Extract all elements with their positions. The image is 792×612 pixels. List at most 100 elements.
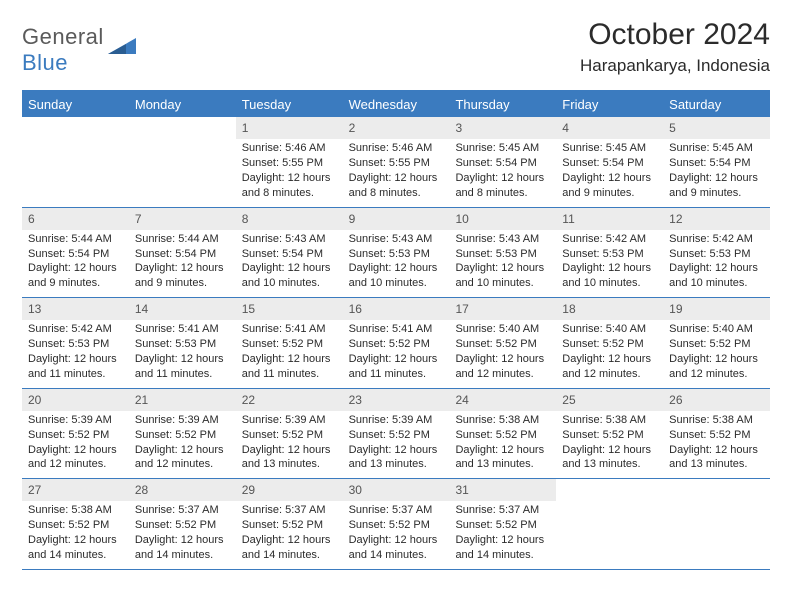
day-cell: 1Sunrise: 5:46 AMSunset: 5:55 PMDaylight… [236,117,343,207]
logo: General Blue [22,18,136,76]
daylight-line: Daylight: 12 hours and 14 minutes. [135,533,230,563]
day-body: Sunrise: 5:45 AMSunset: 5:54 PMDaylight:… [449,141,556,200]
sunrise-line: Sunrise: 5:38 AM [562,413,657,428]
sunrise-line: Sunrise: 5:40 AM [562,322,657,337]
day-number: 13 [22,298,129,320]
sunrise-line: Sunrise: 5:40 AM [669,322,764,337]
day-cell: 13Sunrise: 5:42 AMSunset: 5:53 PMDayligh… [22,298,129,388]
day-body: Sunrise: 5:39 AMSunset: 5:52 PMDaylight:… [22,413,129,472]
daylight-line: Daylight: 12 hours and 9 minutes. [28,261,123,291]
day-cell: 23Sunrise: 5:39 AMSunset: 5:52 PMDayligh… [343,389,450,479]
sunrise-line: Sunrise: 5:41 AM [135,322,230,337]
daylight-line: Daylight: 12 hours and 8 minutes. [242,171,337,201]
sunset-line: Sunset: 5:52 PM [349,428,444,443]
sunrise-line: Sunrise: 5:40 AM [455,322,550,337]
day-number: 8 [236,208,343,230]
sunset-line: Sunset: 5:52 PM [135,428,230,443]
day-cell: . [22,117,129,207]
daylight-line: Daylight: 12 hours and 11 minutes. [135,352,230,382]
day-cell: 6Sunrise: 5:44 AMSunset: 5:54 PMDaylight… [22,208,129,298]
day-number: 2 [343,117,450,139]
week-row: ..1Sunrise: 5:46 AMSunset: 5:55 PMDaylig… [22,117,770,208]
daylight-line: Daylight: 12 hours and 12 minutes. [135,443,230,473]
day-body: Sunrise: 5:37 AMSunset: 5:52 PMDaylight:… [449,503,556,562]
day-body: Sunrise: 5:41 AMSunset: 5:53 PMDaylight:… [129,322,236,381]
day-body: Sunrise: 5:44 AMSunset: 5:54 PMDaylight:… [22,232,129,291]
header: General Blue October 2024 Harapankarya, … [22,18,770,76]
day-body: Sunrise: 5:45 AMSunset: 5:54 PMDaylight:… [556,141,663,200]
day-cell: 9Sunrise: 5:43 AMSunset: 5:53 PMDaylight… [343,208,450,298]
sunrise-line: Sunrise: 5:46 AM [349,141,444,156]
day-body: Sunrise: 5:37 AMSunset: 5:52 PMDaylight:… [129,503,236,562]
daylight-line: Daylight: 12 hours and 8 minutes. [349,171,444,201]
daylight-line: Daylight: 12 hours and 13 minutes. [349,443,444,473]
weekday-header: Sunday [22,92,129,117]
weekday-header: Tuesday [236,92,343,117]
sunset-line: Sunset: 5:52 PM [562,337,657,352]
day-number: 24 [449,389,556,411]
sunrise-line: Sunrise: 5:37 AM [349,503,444,518]
day-number: 6 [22,208,129,230]
weekday-row: SundayMondayTuesdayWednesdayThursdayFrid… [22,92,770,117]
day-body: Sunrise: 5:42 AMSunset: 5:53 PMDaylight:… [22,322,129,381]
sunset-line: Sunset: 5:52 PM [242,428,337,443]
day-body: Sunrise: 5:39 AMSunset: 5:52 PMDaylight:… [129,413,236,472]
title-block: October 2024 Harapankarya, Indonesia [580,18,770,76]
day-body: Sunrise: 5:39 AMSunset: 5:52 PMDaylight:… [236,413,343,472]
day-body: Sunrise: 5:46 AMSunset: 5:55 PMDaylight:… [236,141,343,200]
sunset-line: Sunset: 5:54 PM [669,156,764,171]
daylight-line: Daylight: 12 hours and 13 minutes. [242,443,337,473]
sunrise-line: Sunrise: 5:39 AM [349,413,444,428]
sunrise-line: Sunrise: 5:45 AM [669,141,764,156]
day-number: 3 [449,117,556,139]
daylight-line: Daylight: 12 hours and 8 minutes. [455,171,550,201]
sunrise-line: Sunrise: 5:46 AM [242,141,337,156]
sunrise-line: Sunrise: 5:41 AM [349,322,444,337]
sunrise-line: Sunrise: 5:37 AM [242,503,337,518]
sunrise-line: Sunrise: 5:39 AM [28,413,123,428]
sunset-line: Sunset: 5:52 PM [669,428,764,443]
day-body: Sunrise: 5:43 AMSunset: 5:54 PMDaylight:… [236,232,343,291]
sunset-line: Sunset: 5:52 PM [455,337,550,352]
sunrise-line: Sunrise: 5:39 AM [242,413,337,428]
day-cell: 29Sunrise: 5:37 AMSunset: 5:52 PMDayligh… [236,479,343,569]
day-body: Sunrise: 5:44 AMSunset: 5:54 PMDaylight:… [129,232,236,291]
day-cell: 28Sunrise: 5:37 AMSunset: 5:52 PMDayligh… [129,479,236,569]
sunset-line: Sunset: 5:52 PM [242,518,337,533]
sunset-line: Sunset: 5:52 PM [669,337,764,352]
day-cell: 15Sunrise: 5:41 AMSunset: 5:52 PMDayligh… [236,298,343,388]
day-number: 29 [236,479,343,501]
sunset-line: Sunset: 5:55 PM [242,156,337,171]
day-cell: 18Sunrise: 5:40 AMSunset: 5:52 PMDayligh… [556,298,663,388]
day-body: Sunrise: 5:42 AMSunset: 5:53 PMDaylight:… [663,232,770,291]
logo-triangle-icon [108,36,136,61]
logo-part1: General [22,24,104,49]
daylight-line: Daylight: 12 hours and 11 minutes. [28,352,123,382]
daylight-line: Daylight: 12 hours and 13 minutes. [455,443,550,473]
day-cell: 21Sunrise: 5:39 AMSunset: 5:52 PMDayligh… [129,389,236,479]
sunrise-line: Sunrise: 5:45 AM [562,141,657,156]
daylight-line: Daylight: 12 hours and 10 minutes. [242,261,337,291]
daylight-line: Daylight: 12 hours and 11 minutes. [242,352,337,382]
day-cell: . [129,117,236,207]
sunrise-line: Sunrise: 5:43 AM [349,232,444,247]
sunrise-line: Sunrise: 5:45 AM [455,141,550,156]
day-cell: 8Sunrise: 5:43 AMSunset: 5:54 PMDaylight… [236,208,343,298]
daylight-line: Daylight: 12 hours and 9 minutes. [669,171,764,201]
day-cell: 5 Sunrise: 5:45 AMSunset: 5:54 PMDaylight… [663,117,770,207]
day-cell: 2Sunrise: 5:46 AMSunset: 5:55 PMDaylight… [343,117,450,207]
week-row: 20Sunrise: 5:39 AMSunset: 5:52 PMDayligh… [22,389,770,480]
week-row: 13Sunrise: 5:42 AMSunset: 5:53 PMDayligh… [22,298,770,389]
day-cell: 16Sunrise: 5:41 AMSunset: 5:52 PMDayligh… [343,298,450,388]
sunset-line: Sunset: 5:54 PM [562,156,657,171]
sunset-line: Sunset: 5:53 PM [135,337,230,352]
day-body: Sunrise: 5:43 AMSunset: 5:53 PMDaylight:… [449,232,556,291]
day-number: 5 [663,117,770,139]
sunset-line: Sunset: 5:54 PM [242,247,337,262]
sunrise-line: Sunrise: 5:38 AM [455,413,550,428]
sunset-line: Sunset: 5:53 PM [349,247,444,262]
day-cell: 12Sunrise: 5:42 AMSunset: 5:53 PMDayligh… [663,208,770,298]
day-number: 15 [236,298,343,320]
day-number: 25 [556,389,663,411]
day-number: 7 [129,208,236,230]
